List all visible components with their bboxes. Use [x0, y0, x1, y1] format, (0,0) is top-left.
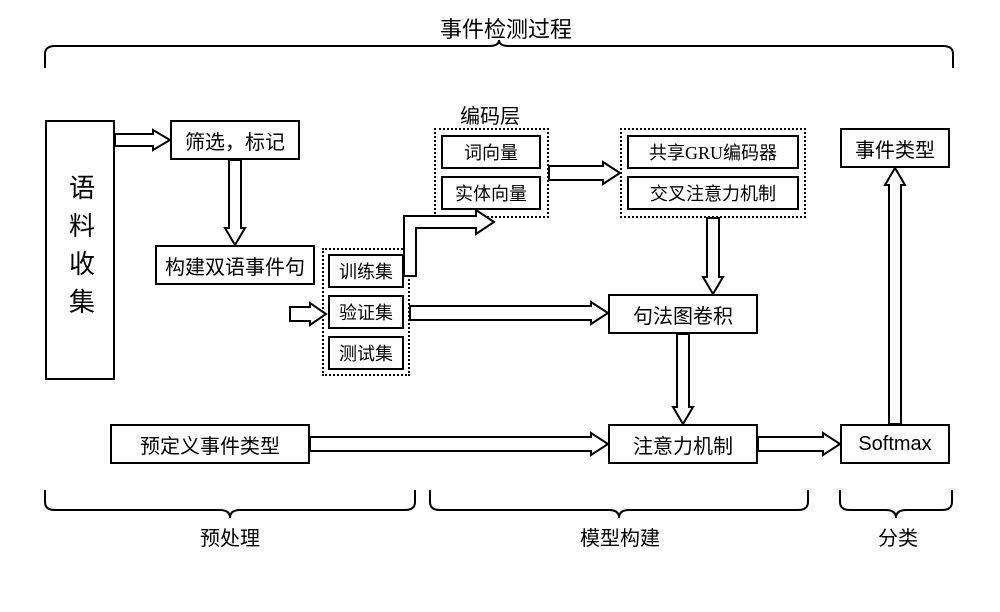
arrow-gru-syntax — [703, 218, 723, 294]
box-train: 训练集 — [328, 254, 404, 288]
filter-text: 筛选，标记 — [185, 126, 285, 155]
arrow-encoding-gru — [549, 162, 620, 184]
box-event-type: 事件类型 — [840, 128, 950, 168]
stage-pre: 预处理 — [200, 522, 260, 551]
box-syntax: 句法图卷积 — [608, 294, 758, 334]
corpus-text: 语料收集 — [62, 174, 99, 326]
arrow-syntax-attention — [673, 334, 693, 424]
box-valid: 验证集 — [328, 295, 404, 329]
box-cross-attn: 交叉注意力机制 — [627, 176, 799, 210]
stage-model: 模型构建 — [580, 522, 660, 551]
softmax-text: Softmax — [858, 433, 931, 456]
arrow-corpus-filter — [115, 130, 170, 150]
event-type-text: 事件类型 — [855, 134, 935, 163]
cross-attn-text: 交叉注意力机制 — [650, 180, 776, 206]
box-filter: 筛选，标记 — [170, 120, 300, 160]
top-brace — [45, 40, 953, 70]
box-corpus: 语料收集 — [45, 120, 115, 380]
box-softmax: Softmax — [840, 424, 950, 464]
test-text: 测试集 — [339, 340, 393, 366]
box-attention: 注意力机制 — [608, 424, 758, 464]
gru-text: 共享GRU编码器 — [649, 139, 777, 165]
brace-model — [430, 490, 808, 518]
arrow-build-datasets — [290, 293, 326, 335]
stage-cls: 分类 — [878, 522, 918, 551]
arrow-attention-softmax — [758, 433, 840, 455]
train-text: 训练集 — [339, 258, 393, 284]
arrow-filter-build — [225, 160, 245, 245]
build-text: 构建双语事件句 — [165, 251, 305, 280]
box-build: 构建双语事件句 — [155, 245, 315, 285]
brace-pre — [45, 490, 415, 518]
box-gru: 共享GRU编码器 — [627, 135, 799, 169]
word-vec-text: 词向量 — [464, 139, 518, 165]
box-word-vec: 词向量 — [441, 135, 541, 169]
arrow-datasets-syntax — [410, 302, 608, 324]
box-predefined: 预定义事件类型 — [110, 424, 310, 464]
arrow-datasets-encoding — [404, 206, 494, 276]
box-test: 测试集 — [328, 336, 404, 370]
predefined-text: 预定义事件类型 — [140, 430, 280, 459]
valid-text: 验证集 — [339, 299, 393, 325]
box-entity-vec: 实体向量 — [441, 176, 541, 210]
syntax-text: 句法图卷积 — [633, 300, 733, 329]
attention-text: 注意力机制 — [633, 430, 733, 459]
arrow-predefined-attention — [310, 433, 608, 455]
entity-vec-text: 实体向量 — [455, 180, 527, 206]
brace-cls — [840, 490, 952, 518]
arrow-softmax-event — [885, 168, 905, 424]
encoding-label: 编码层 — [460, 100, 520, 129]
